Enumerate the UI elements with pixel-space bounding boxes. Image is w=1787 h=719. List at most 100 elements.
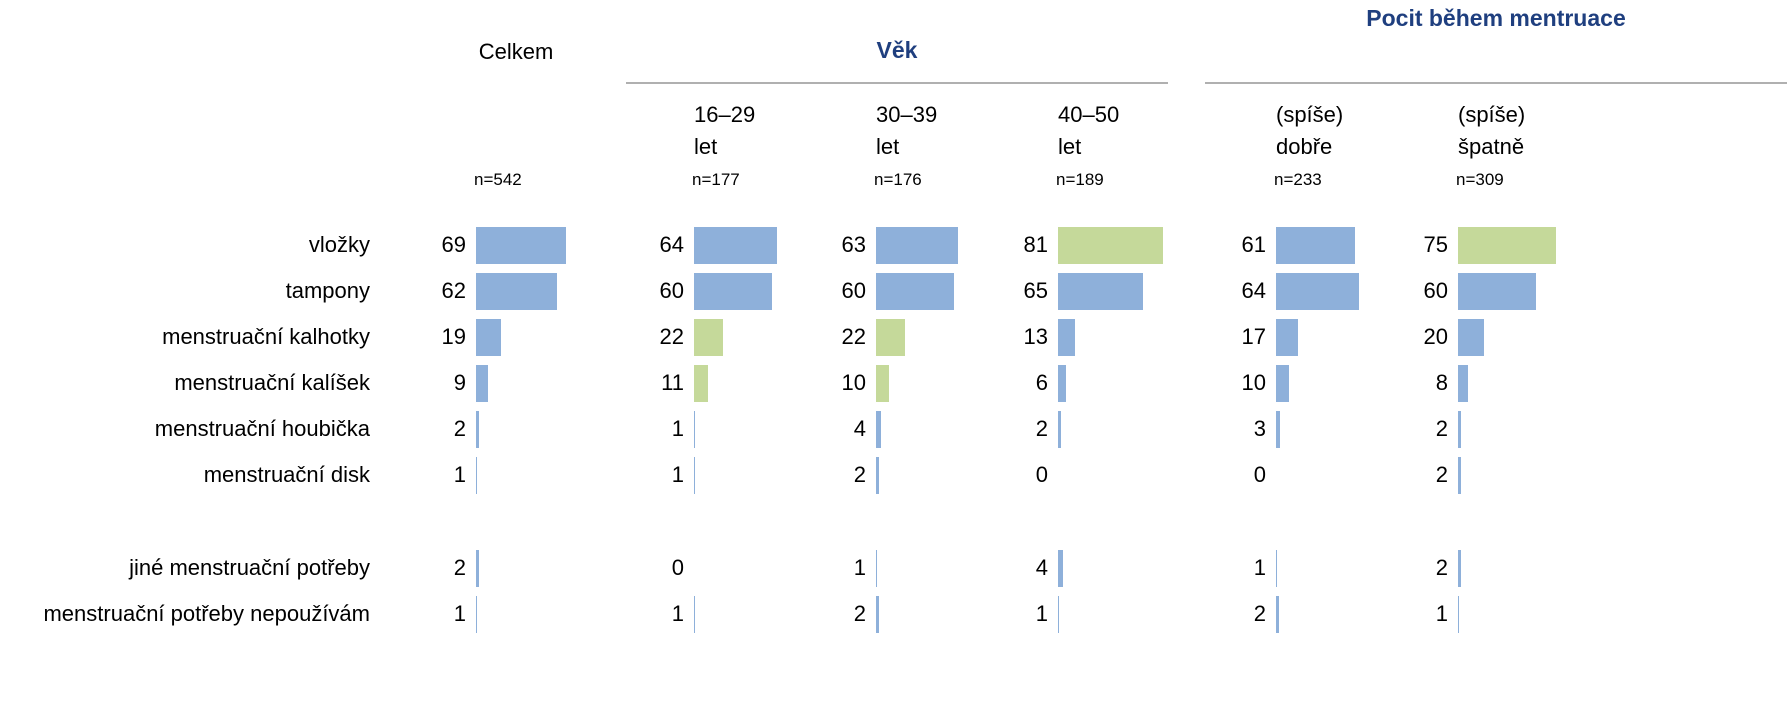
bar xyxy=(1058,411,1061,448)
value-label: 10 xyxy=(841,370,866,395)
value-label: 64 xyxy=(1241,278,1266,303)
value-label: 1 xyxy=(853,555,866,580)
group-line xyxy=(1205,82,1787,84)
column-label: 30–39 let xyxy=(876,102,938,159)
value-label: 17 xyxy=(1241,324,1266,349)
sample-size: n=177 xyxy=(692,170,740,189)
value-label: 64 xyxy=(659,232,684,257)
bar xyxy=(476,273,557,310)
bar xyxy=(694,273,772,310)
value-label: 1 xyxy=(671,416,684,441)
value-label: 60 xyxy=(659,278,684,303)
value-label: 2 xyxy=(1035,416,1048,441)
bar xyxy=(476,457,478,494)
value-label: 81 xyxy=(1023,232,1048,257)
category-label: menstruační disk xyxy=(203,462,370,487)
value-label: 2 xyxy=(1253,601,1266,626)
value-label: 9 xyxy=(453,370,466,395)
bar xyxy=(876,319,905,356)
bar xyxy=(876,411,882,448)
value-label: 62 xyxy=(441,278,466,303)
bar xyxy=(476,365,488,402)
bar xyxy=(694,365,709,402)
value-label: 69 xyxy=(441,232,466,257)
value-label: 2 xyxy=(1435,462,1448,487)
group-label: Pocit během mentruace xyxy=(1366,5,1626,31)
value-label: 19 xyxy=(441,324,466,349)
bar xyxy=(476,227,566,264)
category-label: menstruační potřeby nepoužívám xyxy=(43,601,370,626)
value-label: 2 xyxy=(453,416,466,441)
value-label: 22 xyxy=(659,324,684,349)
bar xyxy=(1276,411,1280,448)
column-label: (spíše) dobře xyxy=(1276,102,1344,159)
group-line xyxy=(626,82,1168,84)
group-label: Věk xyxy=(876,37,918,63)
sample-size: n=542 xyxy=(474,170,522,189)
bar xyxy=(1458,550,1461,587)
bar xyxy=(1458,365,1469,402)
bar xyxy=(1276,319,1299,356)
value-label: 75 xyxy=(1423,232,1448,257)
value-label: 22 xyxy=(841,324,866,349)
value-label: 0 xyxy=(1253,462,1266,487)
category-label: menstruační houbička xyxy=(154,416,370,441)
category-label: jiné menstruační potřeby xyxy=(129,555,370,580)
bar xyxy=(476,596,478,633)
bar xyxy=(876,550,878,587)
value-label: 11 xyxy=(661,370,684,395)
bar xyxy=(476,319,501,356)
value-label: 0 xyxy=(1035,462,1048,487)
value-label: 61 xyxy=(1241,232,1266,257)
value-label: 20 xyxy=(1423,324,1448,349)
bar xyxy=(1058,273,1143,310)
sample-size: n=176 xyxy=(874,170,922,189)
value-label: 2 xyxy=(853,462,866,487)
value-label: 13 xyxy=(1023,324,1048,349)
bar xyxy=(1276,596,1279,633)
bar xyxy=(1058,227,1164,264)
column-label: 16–29 let xyxy=(694,102,756,159)
sample-size: n=189 xyxy=(1056,170,1104,189)
value-label: 0 xyxy=(671,555,684,580)
category-label: menstruační kalhotky xyxy=(162,324,370,349)
bar xyxy=(1458,457,1461,494)
bar xyxy=(1058,596,1060,633)
bar xyxy=(476,411,479,448)
bar xyxy=(1276,365,1289,402)
value-label: 1 xyxy=(453,601,466,626)
value-label: 1 xyxy=(671,462,684,487)
bar xyxy=(876,457,879,494)
bar xyxy=(694,319,723,356)
value-label: 1 xyxy=(1435,601,1448,626)
bar xyxy=(1458,273,1536,310)
bar xyxy=(1458,227,1556,264)
bar xyxy=(476,550,479,587)
value-label: 1 xyxy=(453,462,466,487)
bar xyxy=(876,273,954,310)
sample-size: n=309 xyxy=(1456,170,1504,189)
bar xyxy=(694,457,696,494)
bar xyxy=(1058,319,1075,356)
value-label: 6 xyxy=(1035,370,1048,395)
bar xyxy=(1458,319,1484,356)
value-label: 4 xyxy=(853,416,866,441)
category-label: tampony xyxy=(285,278,370,303)
bar xyxy=(694,596,696,633)
value-label: 1 xyxy=(1253,555,1266,580)
value-label: 4 xyxy=(1035,555,1048,580)
column-label: (spíše) špatně xyxy=(1458,102,1526,159)
value-label: 63 xyxy=(841,232,866,257)
value-label: 2 xyxy=(853,601,866,626)
bar xyxy=(1458,596,1460,633)
value-label: 60 xyxy=(841,278,866,303)
value-label: 65 xyxy=(1023,278,1048,303)
bar xyxy=(1276,227,1356,264)
bar xyxy=(1058,550,1064,587)
value-label: 2 xyxy=(1435,416,1448,441)
column-label: 40–50 let xyxy=(1058,102,1120,159)
category-label: menstruační kalíšek xyxy=(174,370,370,395)
value-label: 2 xyxy=(1435,555,1448,580)
value-label: 8 xyxy=(1435,370,1448,395)
